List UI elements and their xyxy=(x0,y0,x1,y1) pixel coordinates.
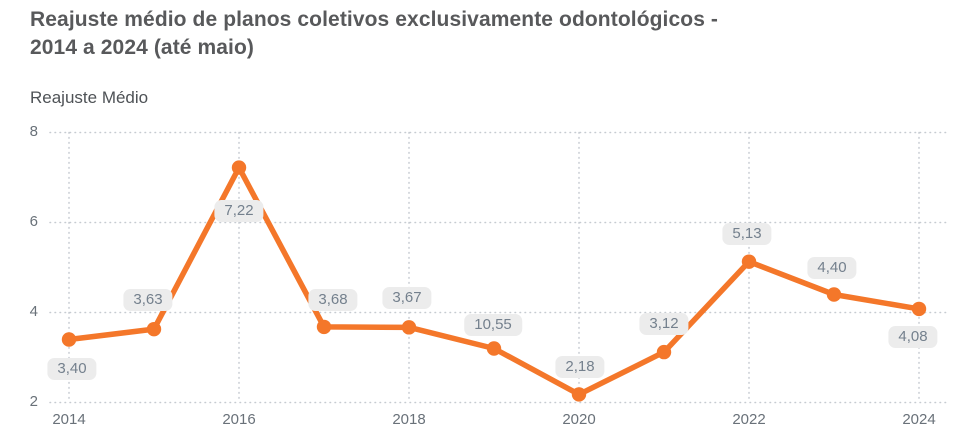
data-point[interactable] xyxy=(61,332,77,347)
data-point-label: 3,67 xyxy=(382,287,432,310)
data-point-label: 3,63 xyxy=(123,289,173,312)
data-point[interactable] xyxy=(231,160,247,175)
data-point-label: 3,12 xyxy=(639,313,689,336)
data-point[interactable] xyxy=(826,287,842,302)
data-point[interactable] xyxy=(656,344,672,360)
data-line xyxy=(66,164,922,398)
y-tick-label: 2 xyxy=(29,392,38,410)
data-point[interactable] xyxy=(911,301,927,317)
data-point-label: 3,68 xyxy=(308,288,358,311)
data-point[interactable] xyxy=(401,320,417,335)
data-point-label: 4,08 xyxy=(888,325,938,348)
y-tick-label: 6 xyxy=(29,212,38,230)
x-tick-label: 2016 xyxy=(222,411,256,428)
data-point[interactable] xyxy=(486,341,502,356)
data-point[interactable] xyxy=(316,319,332,335)
x-tick-label: 2022 xyxy=(732,411,766,428)
data-point-label: 3,40 xyxy=(47,357,97,380)
x-tick-label: 2020 xyxy=(562,411,596,428)
data-point-label: 5,13 xyxy=(722,222,772,245)
y-tick-label: 8 xyxy=(29,122,38,140)
data-point-label: 10,55 xyxy=(464,313,522,336)
x-tick-label: 2014 xyxy=(52,411,86,428)
chart-title: Reajuste médio de planos coletivos exclu… xyxy=(30,8,718,60)
data-point-label: 7,22 xyxy=(214,199,264,222)
data-point-label: 4,40 xyxy=(807,256,857,279)
x-tick-label: 2024 xyxy=(902,411,936,428)
data-point-label: 2,18 xyxy=(555,356,605,379)
y-tick-label: 4 xyxy=(29,302,38,320)
data-point[interactable] xyxy=(571,387,587,402)
y-axis-series-label: Reajuste Médio xyxy=(30,88,149,107)
x-tick-label: 2018 xyxy=(392,411,426,428)
data-point[interactable] xyxy=(146,321,162,337)
data-point[interactable] xyxy=(741,254,757,269)
